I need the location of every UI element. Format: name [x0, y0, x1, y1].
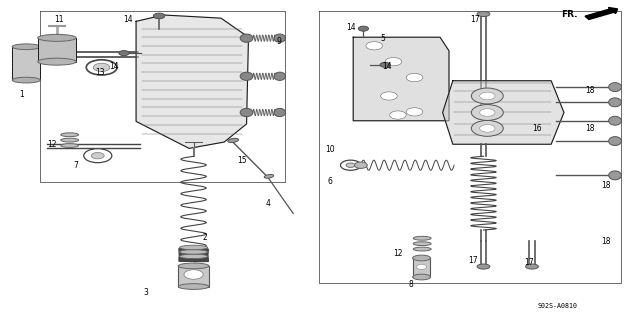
- Ellipse shape: [390, 111, 406, 119]
- Text: 11: 11: [54, 15, 64, 24]
- Text: S02S-A0810: S02S-A0810: [537, 303, 577, 309]
- Ellipse shape: [471, 121, 503, 136]
- Ellipse shape: [240, 108, 253, 117]
- Ellipse shape: [406, 73, 423, 82]
- Ellipse shape: [61, 138, 79, 142]
- Ellipse shape: [406, 108, 423, 116]
- Ellipse shape: [240, 72, 253, 80]
- FancyArrow shape: [585, 8, 618, 19]
- Ellipse shape: [240, 34, 253, 42]
- Text: 18: 18: [602, 237, 611, 246]
- Text: 7: 7: [74, 161, 79, 170]
- Ellipse shape: [12, 77, 40, 83]
- Ellipse shape: [119, 50, 129, 56]
- Text: 15: 15: [237, 156, 247, 165]
- Text: 18: 18: [602, 181, 611, 190]
- Ellipse shape: [609, 116, 621, 125]
- Ellipse shape: [355, 162, 367, 168]
- Ellipse shape: [609, 98, 621, 107]
- Polygon shape: [353, 37, 449, 121]
- Ellipse shape: [340, 160, 361, 170]
- Text: FR.: FR.: [561, 11, 578, 19]
- Ellipse shape: [274, 72, 285, 80]
- Text: 17: 17: [525, 258, 534, 267]
- Ellipse shape: [525, 264, 538, 269]
- Ellipse shape: [264, 174, 274, 178]
- Ellipse shape: [380, 62, 390, 67]
- Text: 14: 14: [346, 23, 355, 32]
- Ellipse shape: [178, 284, 209, 289]
- Ellipse shape: [179, 254, 207, 259]
- Text: 17: 17: [470, 15, 479, 24]
- Ellipse shape: [38, 58, 76, 65]
- Text: 8: 8: [408, 279, 413, 288]
- Ellipse shape: [38, 34, 76, 41]
- Ellipse shape: [228, 138, 239, 143]
- Ellipse shape: [274, 34, 285, 42]
- Ellipse shape: [179, 245, 207, 250]
- Ellipse shape: [84, 149, 112, 163]
- Text: 18: 18: [585, 124, 595, 133]
- Ellipse shape: [381, 92, 397, 100]
- Ellipse shape: [346, 163, 355, 167]
- Polygon shape: [136, 15, 248, 148]
- Text: 2: 2: [203, 233, 207, 242]
- Text: 14: 14: [124, 15, 133, 24]
- Text: 12: 12: [47, 140, 56, 149]
- Text: 18: 18: [585, 86, 595, 95]
- Ellipse shape: [178, 263, 209, 269]
- Ellipse shape: [477, 11, 490, 17]
- Ellipse shape: [471, 105, 503, 121]
- Ellipse shape: [92, 152, 104, 159]
- Text: 16: 16: [532, 124, 542, 133]
- Ellipse shape: [86, 60, 117, 75]
- Text: 14: 14: [109, 62, 119, 71]
- Ellipse shape: [61, 133, 79, 137]
- Ellipse shape: [413, 255, 431, 261]
- Text: 14: 14: [382, 62, 392, 71]
- Ellipse shape: [479, 109, 495, 116]
- Ellipse shape: [179, 250, 207, 254]
- Text: 10: 10: [324, 145, 334, 154]
- Text: 12: 12: [393, 249, 403, 258]
- Bar: [413, 258, 431, 277]
- Ellipse shape: [184, 270, 203, 279]
- Ellipse shape: [413, 242, 431, 246]
- Ellipse shape: [358, 26, 369, 31]
- Ellipse shape: [479, 124, 495, 132]
- Polygon shape: [443, 81, 564, 144]
- Ellipse shape: [609, 137, 621, 145]
- Ellipse shape: [12, 44, 40, 50]
- Ellipse shape: [609, 83, 621, 92]
- Bar: [38, 38, 76, 62]
- Text: 13: 13: [95, 68, 104, 77]
- Ellipse shape: [274, 108, 285, 117]
- Text: 3: 3: [144, 288, 148, 297]
- Bar: [12, 47, 40, 80]
- Ellipse shape: [417, 264, 427, 269]
- Text: 9: 9: [276, 38, 281, 47]
- Ellipse shape: [413, 236, 431, 240]
- Text: 6: 6: [327, 177, 332, 186]
- Text: 5: 5: [380, 34, 385, 43]
- Ellipse shape: [477, 264, 490, 269]
- Text: 17: 17: [468, 256, 478, 265]
- Ellipse shape: [479, 92, 495, 100]
- Text: 4: 4: [265, 199, 270, 208]
- Ellipse shape: [385, 57, 402, 66]
- Bar: [178, 266, 209, 286]
- Ellipse shape: [93, 63, 110, 71]
- Ellipse shape: [366, 42, 383, 50]
- Ellipse shape: [609, 171, 621, 180]
- Ellipse shape: [413, 247, 431, 251]
- Ellipse shape: [471, 88, 503, 104]
- Ellipse shape: [154, 13, 165, 19]
- Ellipse shape: [61, 144, 79, 147]
- Ellipse shape: [413, 274, 431, 280]
- Text: 1: 1: [19, 90, 24, 99]
